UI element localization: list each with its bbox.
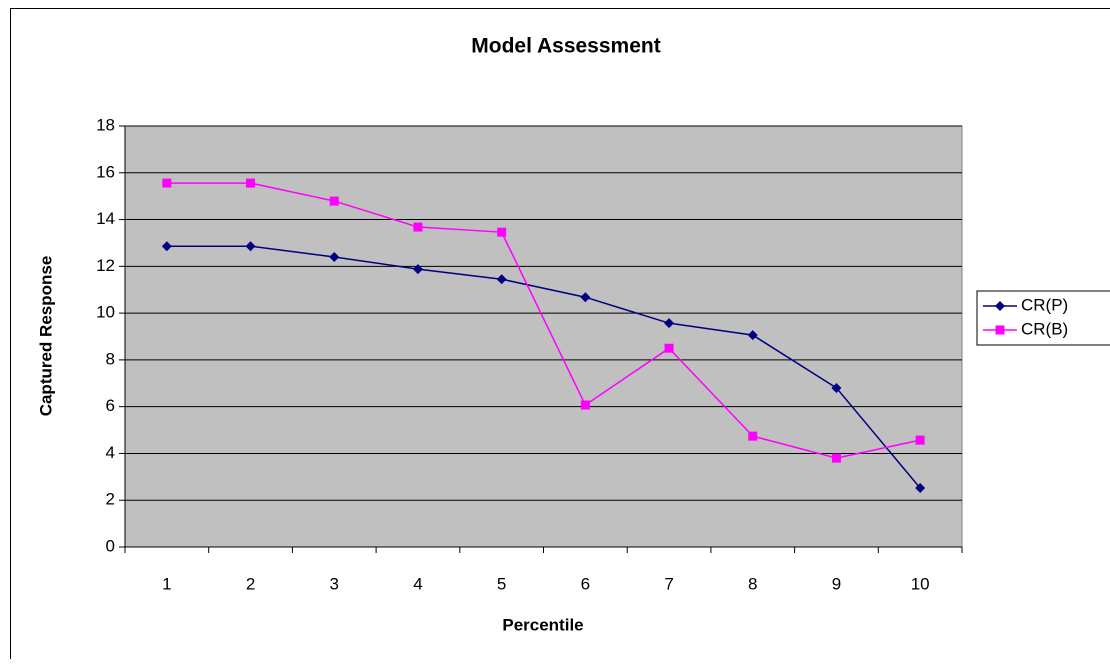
y-tick-label: 8 bbox=[106, 349, 115, 368]
marker bbox=[581, 401, 590, 410]
marker bbox=[246, 179, 255, 188]
y-tick-label: 10 bbox=[96, 303, 115, 322]
marker bbox=[330, 197, 339, 206]
x-tick-label: 2 bbox=[246, 574, 255, 593]
y-tick-label: 16 bbox=[96, 162, 115, 181]
legend-label: CR(B) bbox=[1021, 319, 1068, 338]
x-tick-label: 10 bbox=[911, 574, 930, 593]
x-tick-label: 4 bbox=[413, 574, 422, 593]
x-tick-label: 1 bbox=[162, 574, 171, 593]
marker bbox=[413, 223, 422, 232]
x-tick-label: 8 bbox=[748, 574, 757, 593]
x-tick-label: 7 bbox=[664, 574, 673, 593]
x-tick-label: 6 bbox=[581, 574, 590, 593]
y-tick-label: 14 bbox=[96, 209, 115, 228]
marker bbox=[916, 436, 925, 445]
y-tick-label: 0 bbox=[106, 536, 115, 555]
y-tick-label: 6 bbox=[106, 396, 115, 415]
marker bbox=[832, 454, 841, 463]
marker bbox=[497, 228, 506, 237]
y-tick-label: 18 bbox=[96, 115, 115, 134]
x-tick-label: 3 bbox=[330, 574, 339, 593]
chart-title: Model Assessment bbox=[471, 35, 660, 58]
marker bbox=[748, 432, 757, 441]
x-tick-label: 9 bbox=[832, 574, 841, 593]
marker bbox=[665, 344, 674, 353]
x-axis-label: Percentile bbox=[502, 615, 583, 634]
marker bbox=[162, 179, 171, 188]
legend-label: CR(P) bbox=[1021, 295, 1068, 314]
y-tick-label: 12 bbox=[96, 256, 115, 275]
y-axis-label: Captured Response bbox=[36, 256, 55, 417]
x-tick-label: 5 bbox=[497, 574, 506, 593]
marker bbox=[996, 326, 1005, 335]
y-tick-label: 4 bbox=[106, 443, 115, 462]
y-tick-label: 2 bbox=[106, 490, 115, 509]
plot-area bbox=[125, 126, 962, 547]
